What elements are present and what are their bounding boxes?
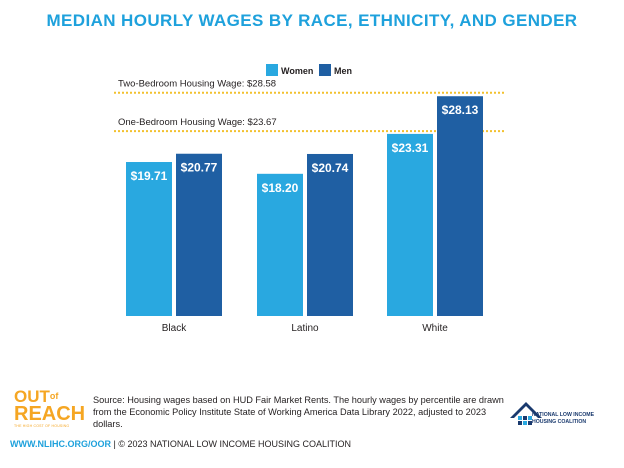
out-of-reach-logo: OUTof REACH THE HIGH COST OF HOUSING [14,388,85,428]
reference-label-2: One-Bedroom Housing Wage: $23.67 [118,117,277,128]
logo-reach-text: REACH [14,403,86,425]
logo-of-text: of [49,391,59,401]
bar-black-men [176,153,222,316]
legend-label-men: Men [334,66,352,76]
bar-white-women [387,133,433,316]
reference-label-1: Two-Bedroom Housing Wage: $28.58 [118,79,276,90]
logo-out-text: OUT [14,387,50,406]
footer-line: WWW.NLIHC.ORG/OOR | © 2023 NATIONAL LOW … [10,439,351,449]
bar-black-women [126,162,172,316]
source-note: Source: Housing wages based on HUD Fair … [93,395,504,429]
footer-url[interactable]: WWW.NLIHC.ORG/OOR [10,439,111,449]
nlihc-house-icon [510,402,542,425]
legend-swatch-women [266,64,278,76]
footer-copyright: | © 2023 NATIONAL LOW INCOME HOUSING COA… [111,439,352,449]
data-label-black-women: $19.71 [131,169,168,183]
nlihc-org-name: NATIONAL LOW INCOME HOUSING COALITION [532,412,595,425]
data-label-white-women: $23.31 [392,141,429,155]
legend-swatch-men [319,64,331,76]
bar-latino-men [307,153,353,316]
data-label-black-men: $20.77 [181,161,218,175]
data-label-latino-men: $20.74 [312,161,349,175]
bar-latino-women [257,173,303,316]
category-label-white: White [422,323,448,334]
chart-title: MEDIAN HOURLY WAGES BY RACE, ETHNICITY, … [46,11,578,30]
data-label-white-men: $28.13 [442,103,479,117]
category-label-black: Black [162,323,187,334]
category-label-latino: Latino [291,323,319,334]
logo-subtitle: THE HIGH COST OF HOUSING [14,424,70,428]
data-label-latino-women: $18.20 [262,181,299,195]
legend-label-women: Women [281,66,313,76]
bar-white-men [437,96,483,316]
